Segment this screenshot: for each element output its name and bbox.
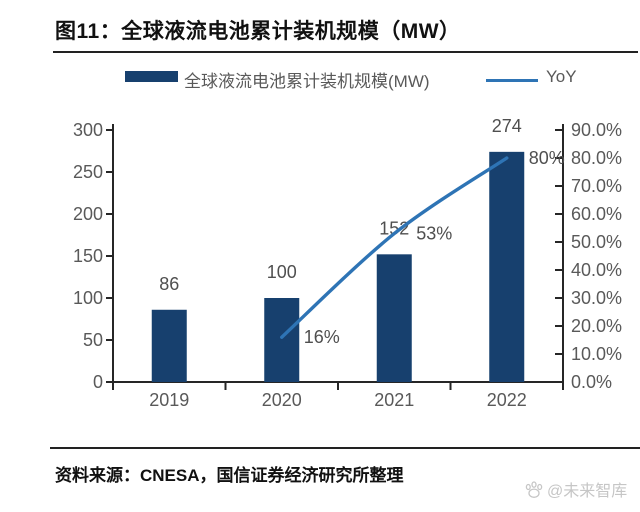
right-axis-tick-label: 40.0% xyxy=(571,260,622,280)
right-axis-tick-label: 70.0% xyxy=(571,176,622,196)
yoy-point-label: 53% xyxy=(416,224,452,244)
x-axis-category-label: 2021 xyxy=(374,390,414,410)
watermark-text: @未来智库 xyxy=(547,483,628,500)
left-axis-tick-label: 100 xyxy=(73,288,103,308)
x-axis-category-label: 2022 xyxy=(487,390,527,410)
yoy-point-label: 80% xyxy=(529,148,565,168)
yoy-point-label: 16% xyxy=(304,327,340,347)
right-axis-tick-label: 20.0% xyxy=(571,316,622,336)
bar-value-label: 152 xyxy=(379,218,409,238)
left-axis-tick-label: 300 xyxy=(73,120,103,140)
bar-2020 xyxy=(264,298,300,382)
legend-line-label: YoY xyxy=(546,67,577,86)
paw-icon xyxy=(524,480,544,499)
bar-2021 xyxy=(376,254,412,382)
left-axis-tick-label: 250 xyxy=(73,162,103,182)
legend-line-swatch xyxy=(486,79,538,82)
right-axis-tick-label: 0.0% xyxy=(571,372,612,392)
right-axis-tick-label: 60.0% xyxy=(571,204,622,224)
right-axis-tick-label: 90.0% xyxy=(571,120,622,140)
left-axis-tick-label: 150 xyxy=(73,246,103,266)
bar-value-label: 100 xyxy=(267,262,297,282)
left-axis-tick-label: 0 xyxy=(93,372,103,392)
right-axis-tick-label: 50.0% xyxy=(571,232,622,252)
bar-value-label: 86 xyxy=(159,274,179,294)
source-note: 资料来源：CNESA，国信证券经济研究所整理 xyxy=(55,466,404,485)
watermark: @未来智库 xyxy=(524,477,627,501)
right-axis-tick-label: 80.0% xyxy=(571,148,622,168)
figure-title: 图11：全球液流电池累计装机规模（MW） xyxy=(55,20,461,43)
right-axis-tick-label: 30.0% xyxy=(571,288,622,308)
right-axis-tick-label: 10.0% xyxy=(571,344,622,364)
legend-bar-label: 全球液流电池累计装机规模(MW) xyxy=(184,72,430,91)
bar-2019 xyxy=(151,309,187,382)
title-divider xyxy=(53,51,638,53)
footer-divider xyxy=(50,447,640,449)
left-axis-tick-label: 50 xyxy=(83,330,103,350)
left-axis-tick-label: 200 xyxy=(73,204,103,224)
legend-bar-swatch xyxy=(125,71,178,82)
x-axis-category-label: 2019 xyxy=(149,390,189,410)
yoy-line xyxy=(280,156,509,339)
bar-2022 xyxy=(489,151,525,382)
bar-value-label: 274 xyxy=(492,116,522,136)
x-axis-category-label: 2020 xyxy=(262,390,302,410)
